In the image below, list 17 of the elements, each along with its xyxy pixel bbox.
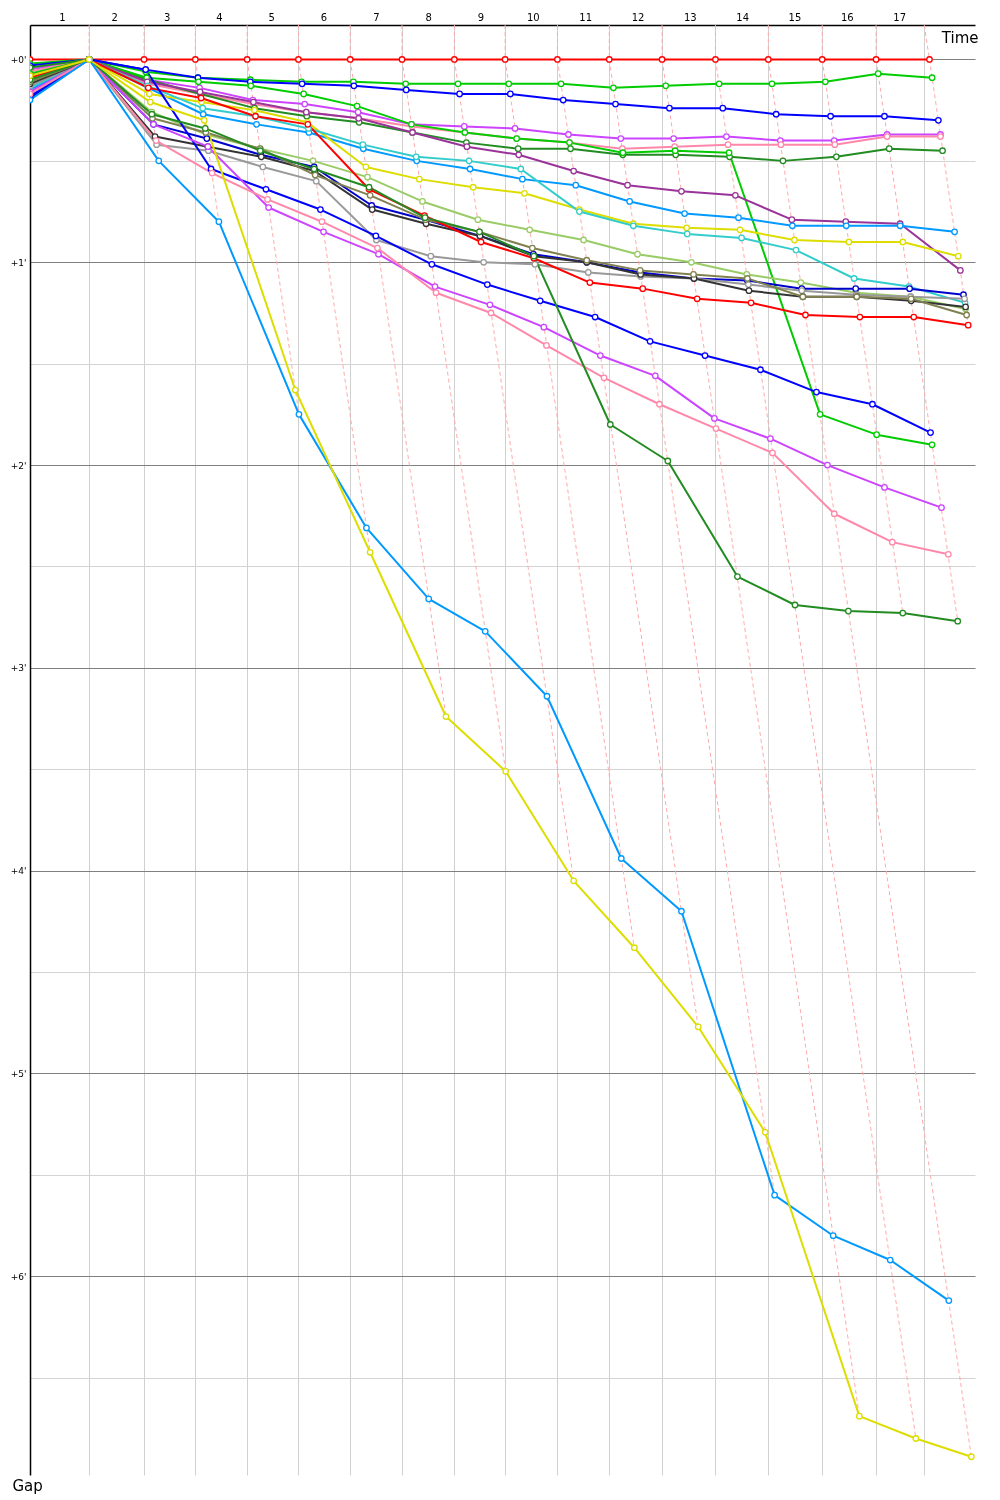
x-tick-label: 1 (59, 11, 66, 23)
x-tick-label: 6 (320, 11, 328, 23)
x-tick-label: 17 (893, 11, 906, 23)
x-tick-label: 14 (736, 11, 750, 23)
x-tick-label: 13 (683, 11, 697, 23)
x-tick-label: 16 (840, 11, 854, 23)
x-tick-label: 2 (111, 11, 118, 23)
x-tick-label: 9 (477, 11, 485, 23)
x-tick-label: 10 (526, 11, 540, 23)
x-tick-label: 3 (163, 11, 171, 23)
x-tick-label: 15 (788, 11, 802, 23)
x-tick-label: 5 (268, 11, 275, 23)
x-tick-label: 4 (216, 11, 223, 23)
x-tick-label: 12 (631, 11, 645, 23)
x-tick-label: 7 (373, 11, 380, 23)
x-tick-label: 11 (579, 11, 593, 23)
x-tick-label: 8 (425, 11, 432, 23)
